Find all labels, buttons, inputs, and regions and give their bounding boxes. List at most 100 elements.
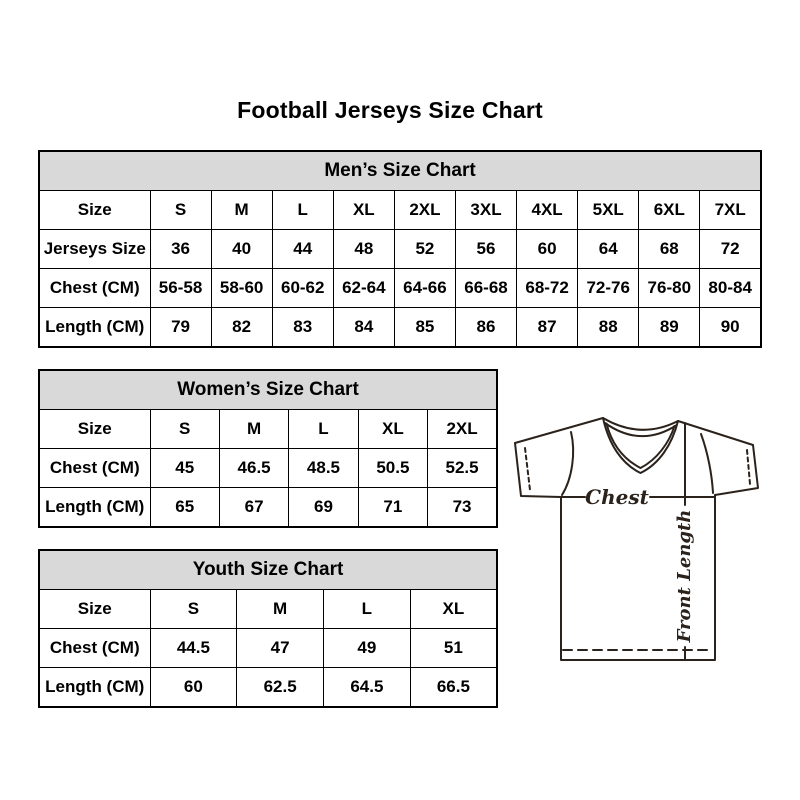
column-header: XL [409,589,498,629]
vneck-inner [605,422,676,469]
data-cell: 36 [149,229,212,269]
row-label: Length (CM) [38,667,151,708]
header-row: Size S M L XL [38,589,498,629]
data-cell: 52.5 [427,448,498,488]
row-label: Chest (CM) [38,448,151,488]
data-cell: 72 [699,229,762,269]
header-row: Size S M L XL 2XL [38,409,498,449]
data-row: Length (CM) 65 67 69 71 73 [38,487,498,528]
column-header: L [288,409,359,449]
header-row: Size S M L XL 2XL 3XL 4XL 5XL 6XL 7XL [38,190,762,230]
column-header: 5XL [577,190,640,230]
data-row: Length (CM) 79 82 83 84 85 86 87 88 89 90 [38,307,762,348]
data-cell: 82 [210,307,273,348]
title-row: Men’s Size Chart [38,150,762,191]
data-cell: 50.5 [357,448,429,488]
data-cell: 68 [638,229,701,269]
mens-size-table: Men’s Size Chart Size S M L XL 2XL 3XL 4XL 5XL 6XL… [38,150,762,348]
data-cell: 80-84 [699,268,762,308]
front-length-label: Front Length [674,510,695,644]
right-shoulder-line [677,420,754,446]
data-cell: 71 [357,487,429,528]
data-cell: 72-76 [577,268,640,308]
data-cell: 79 [149,307,212,348]
data-cell: 56-58 [149,268,212,308]
data-cell: 73 [427,487,498,528]
column-header: 3XL [454,190,518,230]
row-label: Chest (CM) [38,268,151,308]
data-cell: 56 [454,229,518,269]
data-cell: 69 [288,487,359,528]
right-sleeve-cuff [714,444,759,496]
data-cell: 46.5 [218,448,290,488]
left-shoulder-line [514,417,604,444]
column-header: 6XL [638,190,701,230]
data-cell: 90 [699,307,762,348]
data-cell: 49 [323,628,411,668]
data-cell: 84 [332,307,395,348]
data-cell: 48.5 [288,448,359,488]
column-header: XL [357,409,429,449]
title-row: Youth Size Chart [38,549,498,590]
page-title: Football Jerseys Size Chart [237,97,543,123]
column-header: S [149,589,238,629]
youth-size-table: Youth Size Chart Size S M L XL Chest (CM) 44.5 4… [38,549,498,708]
data-row: Chest (CM) 56-58 58-60 60-62 62-64 64-66 66-68… [38,268,762,308]
data-cell: 44.5 [149,628,238,668]
column-header: XL [332,190,395,230]
title-row: Women’s Size Chart [38,369,498,410]
data-row: Chest (CM) 44.5 47 49 51 [38,628,498,668]
womens-size-table: Women’s Size Chart Size S M L XL 2XL Chest (CM)… [38,369,498,528]
column-header: S [149,409,220,449]
column-header: M [210,190,273,230]
left-cuff-dashed-line [524,447,531,491]
data-cell: 66.5 [409,667,498,708]
data-cell: 60 [516,229,579,269]
column-header: M [218,409,290,449]
data-cell: 52 [393,229,456,269]
column-header: 7XL [699,190,762,230]
data-cell: 67 [218,487,290,528]
table-title: Women’s Size Chart [38,369,498,410]
data-cell: 47 [236,628,324,668]
row-label: Jerseys Size [38,229,151,269]
collar-band-outer [602,417,679,431]
data-cell: 48 [332,229,395,269]
left-armhole-seam [561,431,575,496]
data-cell: 64-66 [393,268,456,308]
left-sleeve-cuff [514,442,562,498]
data-cell: 62.5 [236,667,324,708]
vneck-outer [602,417,679,474]
data-cell: 51 [409,628,498,668]
row-label: Chest (CM) [38,628,151,668]
data-cell: 60 [149,667,238,708]
data-cell: 64.5 [323,667,411,708]
row-label: Length (CM) [38,307,151,348]
column-header: 2XL [427,409,498,449]
data-cell: 88 [577,307,640,348]
data-cell: 58-60 [210,268,273,308]
size-corner-header: Size [38,409,151,449]
data-cell: 66-68 [454,268,518,308]
column-header: L [323,589,411,629]
data-cell: 85 [393,307,456,348]
table-title: Youth Size Chart [38,549,498,590]
data-cell: 83 [271,307,334,348]
right-armhole-seam [700,433,714,494]
data-cell: 44 [271,229,334,269]
size-corner-header: Size [38,589,151,629]
data-cell: 89 [638,307,701,348]
jersey-diagram-svg: Chest Front Length [514,417,759,661]
jersey-outline [514,417,759,661]
data-row: Length (CM) 60 62.5 64.5 66.5 [38,667,498,708]
column-header: 4XL [516,190,579,230]
table-title: Men’s Size Chart [38,150,762,191]
chest-label: Chest [585,485,649,509]
column-header: 2XL [393,190,456,230]
data-cell: 86 [454,307,518,348]
jersey-body [560,494,716,661]
data-row: Jerseys Size 36 40 44 48 52 56 60 64 68 72 [38,229,762,269]
data-cell: 45 [149,448,220,488]
data-cell: 62-64 [332,268,395,308]
